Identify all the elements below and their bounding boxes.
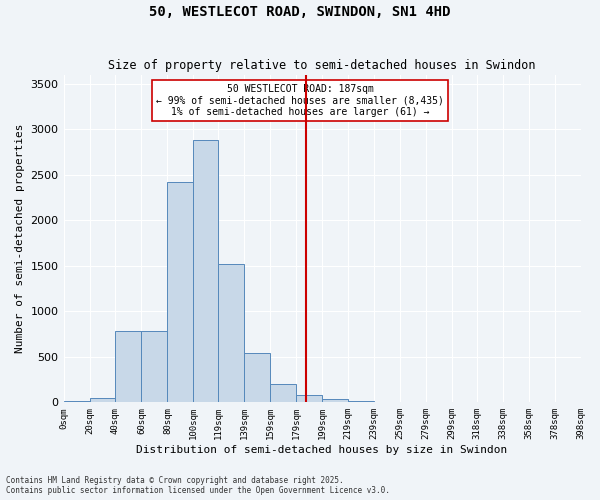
- Text: 50 WESTLECOT ROAD: 187sqm
← 99% of semi-detached houses are smaller (8,435)
1% o: 50 WESTLECOT ROAD: 187sqm ← 99% of semi-…: [156, 84, 444, 117]
- Bar: [89, 398, 115, 402]
- Text: 50, WESTLECOT ROAD, SWINDON, SN1 4HD: 50, WESTLECOT ROAD, SWINDON, SN1 4HD: [149, 5, 451, 19]
- Bar: [244, 353, 270, 403]
- X-axis label: Distribution of semi-detached houses by size in Swindon: Distribution of semi-detached houses by …: [136, 445, 508, 455]
- Bar: [167, 182, 193, 402]
- Bar: [218, 264, 244, 402]
- Bar: [270, 384, 296, 402]
- Bar: [296, 395, 322, 402]
- Text: Contains HM Land Registry data © Crown copyright and database right 2025.
Contai: Contains HM Land Registry data © Crown c…: [6, 476, 390, 495]
- Bar: [142, 332, 167, 402]
- Y-axis label: Number of semi-detached properties: Number of semi-detached properties: [15, 124, 25, 353]
- Title: Size of property relative to semi-detached houses in Swindon: Size of property relative to semi-detach…: [108, 59, 536, 72]
- Bar: [322, 399, 348, 402]
- Bar: [115, 332, 142, 402]
- Bar: [193, 140, 218, 402]
